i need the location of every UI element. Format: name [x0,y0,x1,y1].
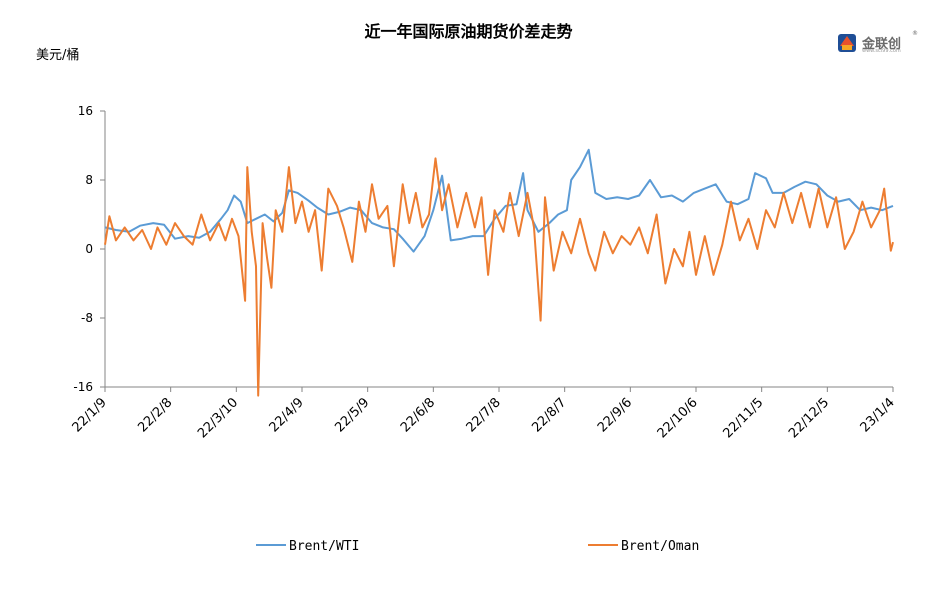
x-tick-label: 22/11/5 [720,395,766,441]
y-tick-label: -8 [81,311,93,325]
series-line-brent-wti [104,148,894,253]
chart-title: 近一年国际原油期货价差走势 [364,22,573,41]
x-tick-label: 22/6/8 [398,395,438,435]
x-tick-label: 22/2/8 [135,395,175,435]
x-tick-label: 23/1/4 [858,395,898,435]
series-line-brent-oman [104,157,894,397]
x-tick-label: 22/12/5 [786,395,832,441]
x-tick-label: 22/4/9 [267,395,307,435]
x-tick-label: 22/7/8 [464,395,504,435]
y-tick-label: -16 [73,380,93,394]
brand-logo: 金联创 www.sci99.com ® [836,30,918,56]
legend-label: Brent/Oman [621,539,699,554]
x-tick-label: 22/5/9 [332,395,372,435]
legend-label: Brent/WTI [289,539,359,554]
chart-legend: Brent/WTI Brent/Oman [256,539,699,554]
y-tick-label: 0 [85,242,93,256]
logo-text: 金联创 [862,37,902,52]
x-tick-label: 22/8/7 [529,395,569,435]
logo-registered-mark: ® [912,30,918,37]
y-axis-unit-label: 美元/桶 [36,48,80,63]
logo-subtext: www.sci99.com [862,48,901,54]
x-tick-label: 22/10/6 [655,395,701,441]
y-tick-label: 16 [78,104,93,118]
y-tick-label: 8 [85,173,93,187]
logo-icon [838,34,856,52]
x-tick-label: 22/1/9 [70,395,110,435]
x-tick-label: 22/3/10 [195,395,241,441]
x-tick-label: 22/9/6 [595,395,635,435]
series-layer [104,148,894,397]
